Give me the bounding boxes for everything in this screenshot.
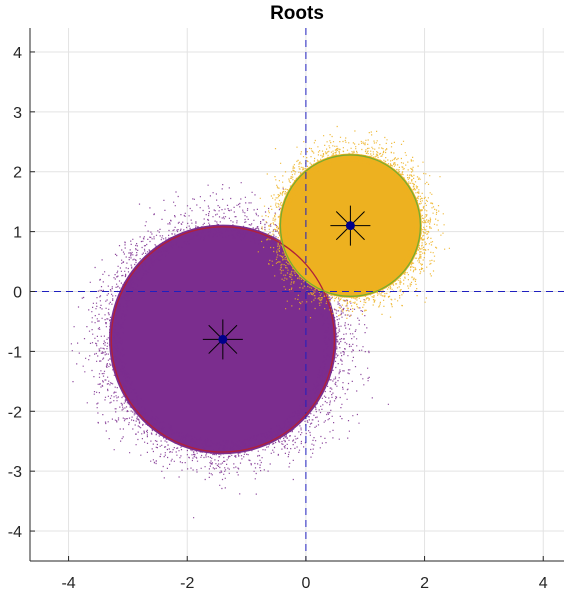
root-markers (202, 205, 371, 360)
y-tick-label: -4 (8, 524, 22, 541)
root-dot (345, 221, 355, 231)
scatter-points (257, 125, 450, 319)
root-circles (110, 154, 422, 453)
scatter-clouds (70, 125, 450, 519)
zero-lines (30, 28, 564, 561)
y-tick-label: -3 (8, 464, 22, 481)
y-tick-label: 3 (13, 105, 22, 122)
y-tick-label: 2 (13, 165, 22, 182)
root-marker-2 (330, 205, 371, 246)
root-marker-1 (202, 319, 243, 360)
axes (29, 28, 564, 562)
y-tick-label: -2 (8, 404, 22, 421)
grid-lines (30, 28, 564, 561)
y-tick-label: 1 (13, 225, 22, 242)
root-circle-1 (110, 226, 336, 453)
x-tick-label: 0 (301, 575, 310, 592)
x-tick-label: -4 (61, 575, 75, 592)
tick-labels: -4 -2 0 2 4 -4 -3 -2 -1 0 1 2 3 4 (8, 45, 548, 592)
root-dot (218, 334, 228, 344)
y-tick-label: -1 (8, 344, 22, 361)
root-circle-2 (279, 154, 422, 297)
x-tick-label: 2 (420, 575, 429, 592)
x-tick-label: -2 (180, 575, 194, 592)
chart-title: Roots (270, 3, 324, 24)
y-tick-label: 0 (13, 285, 22, 302)
x-tick-label: 4 (539, 575, 548, 592)
y-tick-label: 4 (13, 45, 22, 62)
